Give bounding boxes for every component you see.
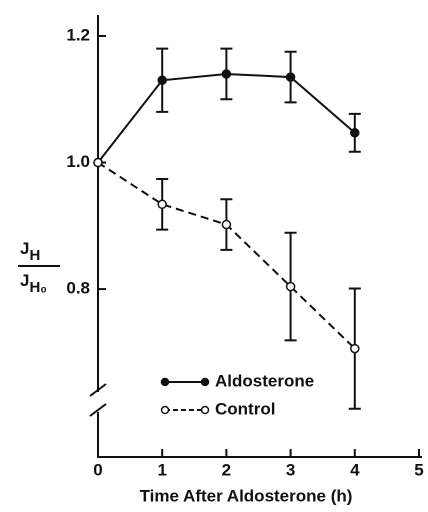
ylabel-den: JH₀ xyxy=(20,271,47,295)
x-tick-label: 1 xyxy=(157,460,166,479)
legend-marker xyxy=(200,405,210,415)
ylabel-sub: H₀ xyxy=(29,279,47,296)
x-tick-label: 5 xyxy=(414,460,423,479)
y-tick-label: 1.2 xyxy=(66,25,90,44)
data-point xyxy=(221,219,232,230)
y-tick-label: 0.8 xyxy=(66,279,90,298)
x-tick-label: 4 xyxy=(350,460,360,479)
ylabel-j: J xyxy=(20,271,29,290)
x-tick-label: 0 xyxy=(93,460,102,479)
data-point xyxy=(285,281,296,292)
legend-marker xyxy=(160,377,170,387)
x-axis-label: Time After Aldosterone (h) xyxy=(140,486,353,505)
data-point xyxy=(157,75,167,86)
data-point xyxy=(93,157,103,168)
ylabel-j: J xyxy=(20,239,29,258)
x-tick-label: 2 xyxy=(222,460,231,479)
axis-break xyxy=(89,383,107,397)
x-tick-label: 3 xyxy=(286,460,295,479)
axis-break xyxy=(89,403,107,417)
y-axis-label: JH JH₀ xyxy=(18,239,60,296)
ylabel-sub: H xyxy=(29,247,40,264)
data-point xyxy=(285,72,296,82)
data-point xyxy=(157,199,167,210)
series-line xyxy=(97,161,356,350)
data-point xyxy=(221,69,232,79)
y-tick-label: 1.0 xyxy=(66,152,90,171)
legend-marker xyxy=(160,405,170,415)
ylabel-num: JH xyxy=(20,239,40,263)
legend-label: Aldosterone xyxy=(215,371,314,390)
data-point xyxy=(350,343,360,354)
data-point xyxy=(350,128,360,138)
legend-label: Control xyxy=(215,399,275,418)
legend-marker xyxy=(200,377,210,387)
